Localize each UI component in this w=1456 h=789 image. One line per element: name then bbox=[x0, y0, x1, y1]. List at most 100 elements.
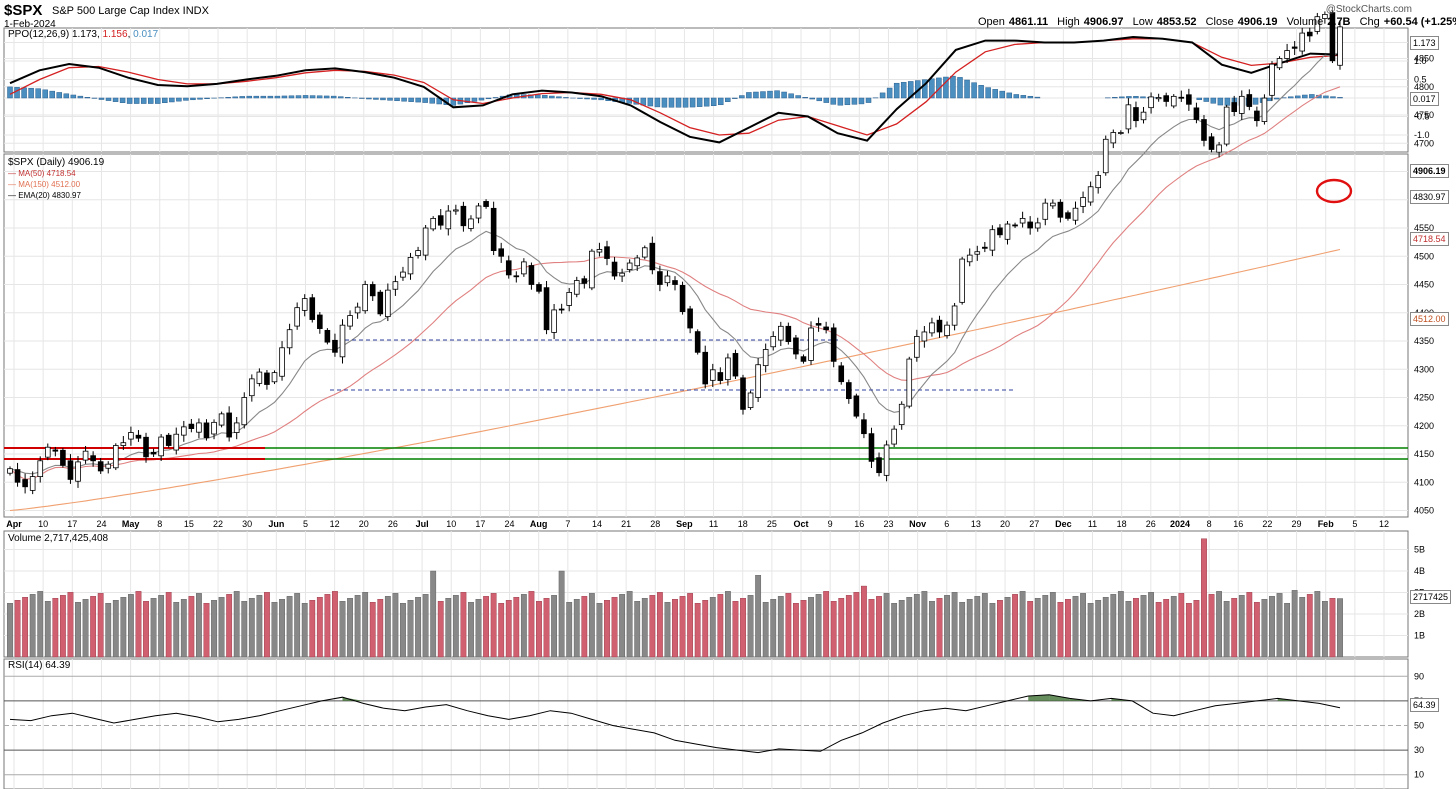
ppo-legend-value: 1.173 bbox=[71, 29, 97, 40]
volume-bar bbox=[1306, 594, 1313, 658]
volume-bar bbox=[112, 600, 119, 658]
x-tick-label: 16 bbox=[854, 519, 864, 529]
x-tick-label: Apr bbox=[6, 519, 22, 529]
volume-bar bbox=[1185, 603, 1192, 658]
ppo-histogram-bar bbox=[126, 97, 133, 104]
candle-body bbox=[1163, 95, 1169, 102]
volume-bar bbox=[551, 595, 557, 658]
volume-bar bbox=[777, 596, 784, 658]
candle-body bbox=[29, 476, 36, 491]
volume-bar bbox=[740, 598, 746, 658]
candle-body bbox=[1170, 95, 1177, 107]
price-axis-label: 4850 bbox=[1414, 54, 1434, 64]
candle-body bbox=[1148, 96, 1154, 109]
volume-bar bbox=[407, 600, 414, 658]
ppo-histogram-bar bbox=[661, 97, 668, 108]
candle-body bbox=[596, 249, 603, 253]
rsi-axis-label: 50 bbox=[1414, 721, 1424, 731]
candle-body bbox=[702, 351, 709, 385]
volume-bar bbox=[339, 601, 346, 658]
candle-body bbox=[120, 442, 127, 446]
ppo-histogram-bar bbox=[1309, 94, 1315, 99]
price-axis-label: 4500 bbox=[1414, 251, 1434, 261]
candle-body bbox=[317, 314, 323, 329]
x-tick-label: Aug bbox=[530, 519, 548, 529]
candle-body bbox=[1322, 14, 1328, 19]
x-tick-label: 29 bbox=[1292, 519, 1302, 529]
candle-body bbox=[641, 247, 648, 258]
ppo-histogram-bar bbox=[717, 97, 724, 106]
candle-body bbox=[211, 421, 217, 435]
volume-bar bbox=[324, 594, 331, 658]
volume-bar bbox=[400, 603, 406, 658]
candle-body bbox=[445, 210, 452, 230]
price-axis-label: 4150 bbox=[1414, 449, 1434, 459]
x-tick-label: Sep bbox=[676, 519, 693, 529]
ppo-histogram-bar bbox=[710, 97, 717, 107]
candle-body bbox=[1072, 207, 1079, 221]
volume-bar bbox=[29, 594, 36, 658]
volume-axis-label: 5B bbox=[1414, 545, 1425, 555]
candle-body bbox=[490, 207, 497, 251]
candle-body bbox=[1238, 95, 1245, 114]
candle-body bbox=[271, 372, 278, 383]
volume-bar bbox=[1012, 594, 1018, 658]
x-tick-label: 17 bbox=[67, 519, 77, 529]
ppo-histogram-bar bbox=[162, 97, 168, 104]
ppo-histogram-bar bbox=[535, 94, 541, 99]
volume-bar bbox=[566, 602, 573, 658]
candle-body bbox=[1110, 132, 1117, 144]
volume-bar bbox=[694, 603, 701, 658]
volume-bar bbox=[1019, 591, 1026, 658]
candle-body bbox=[339, 324, 346, 358]
volume-bar bbox=[944, 595, 950, 658]
ppo-histogram-bar bbox=[274, 95, 281, 99]
ppo-histogram-bar bbox=[232, 96, 238, 99]
x-tick-label: Jul bbox=[416, 519, 429, 529]
brand-label[interactable]: @StockCharts.com bbox=[1325, 4, 1412, 15]
volume-bar bbox=[483, 596, 489, 658]
candle-body bbox=[1329, 12, 1336, 62]
volume-bar bbox=[165, 592, 172, 658]
volume-bar bbox=[256, 595, 263, 658]
rsi-axis-label: 10 bbox=[1414, 770, 1424, 780]
ppo-histogram-bar bbox=[823, 97, 830, 103]
candle-body bbox=[105, 463, 112, 469]
candle-body bbox=[808, 327, 814, 361]
volume-bar bbox=[1269, 596, 1275, 658]
candle-body bbox=[725, 357, 731, 381]
volume-bar bbox=[120, 597, 127, 658]
volume-bar bbox=[188, 596, 195, 658]
volume-bar bbox=[853, 592, 860, 658]
volume-bar bbox=[301, 603, 308, 658]
volume-bar bbox=[44, 601, 51, 658]
candle-body bbox=[128, 432, 134, 440]
candle-body bbox=[997, 227, 1003, 236]
ppo-histogram-bar bbox=[478, 97, 485, 101]
candle-body bbox=[951, 305, 958, 326]
volume-legend: Volume 2,717,425,408 bbox=[8, 533, 109, 544]
chg-value: +60.54 (+1.25%) bbox=[1383, 16, 1456, 28]
candle-body bbox=[196, 422, 202, 433]
ppo-histogram-bar bbox=[295, 95, 302, 99]
price-legend-title: $SPX (Daily) 4906.19 bbox=[8, 157, 105, 168]
volume-bar bbox=[1087, 603, 1094, 658]
ppo-histogram-bar bbox=[964, 79, 970, 99]
volume-bar bbox=[128, 594, 134, 658]
x-tick-label: 24 bbox=[96, 519, 106, 529]
ppo-histogram-bar bbox=[1302, 94, 1308, 99]
candle-body bbox=[936, 319, 943, 333]
ma150-value-label: 4512.00 bbox=[1410, 312, 1449, 326]
volume-bar bbox=[59, 595, 66, 658]
ppo-histogram-bar bbox=[492, 97, 499, 99]
ppo-histogram-bar bbox=[654, 97, 661, 108]
ma150-line bbox=[9, 248, 1341, 512]
candle-body bbox=[249, 378, 255, 397]
candle-body bbox=[430, 217, 436, 230]
candle-body bbox=[657, 271, 663, 285]
x-tick-label: 28 bbox=[650, 519, 660, 529]
volume-bar bbox=[347, 598, 353, 658]
rsi-line bbox=[9, 694, 1341, 754]
candle-body bbox=[891, 428, 897, 445]
volume-bar bbox=[687, 593, 694, 658]
